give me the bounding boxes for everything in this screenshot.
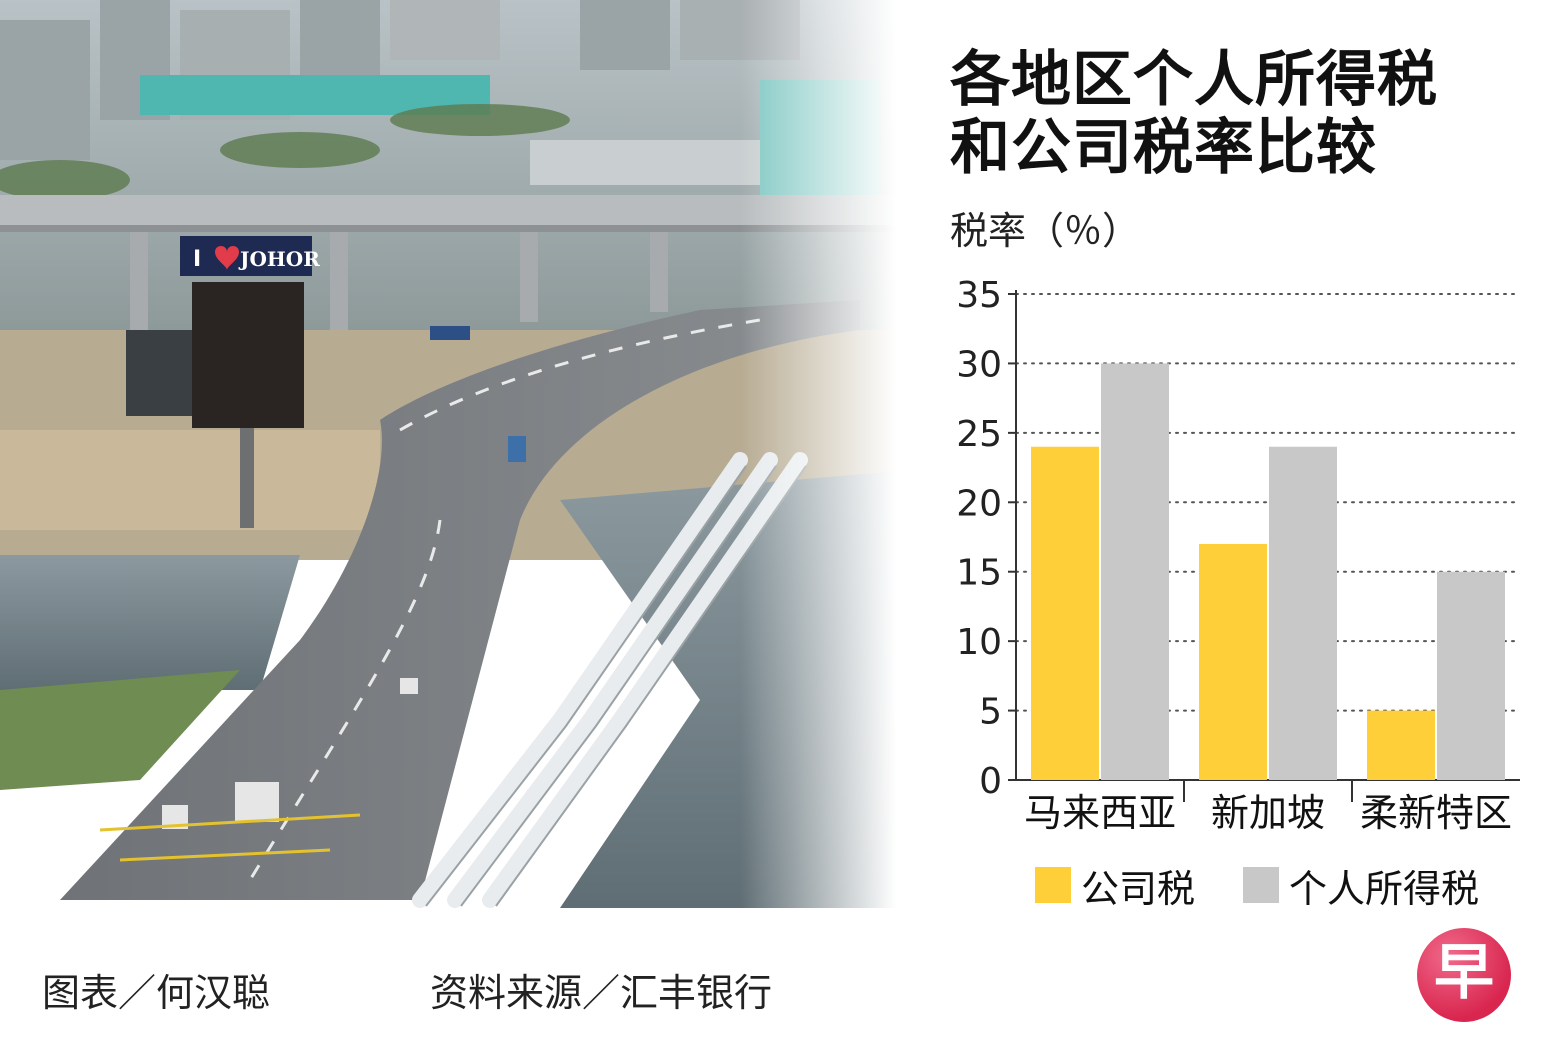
- bar-corporate: [1199, 543, 1267, 780]
- zaobao-logo: 早: [1417, 928, 1511, 1022]
- logo-character: 早: [1434, 938, 1494, 1008]
- svg-text:JOHOR: JOHOR: [238, 247, 320, 271]
- y-tick-label: 5: [979, 692, 1002, 733]
- source-credit: 资料来源／汇丰银行: [430, 971, 773, 1015]
- y-tick-label: 0: [979, 761, 1002, 802]
- x-category-label: 柔新特区: [1360, 791, 1512, 835]
- legend-swatch-corporate: [1035, 867, 1071, 903]
- legend-item-corporate: 公司税: [1035, 858, 1195, 913]
- y-tick-label: 20: [956, 483, 1002, 524]
- tax-rate-bar-chart: 0 5 10 15 20 25 30 35 马来西亚 新加坡 柔新特区: [940, 270, 1540, 850]
- bar-personal: [1101, 363, 1169, 780]
- legend-label-corporate: 公司税: [1081, 866, 1196, 911]
- bar-corporate: [1367, 710, 1435, 780]
- graphic-credit: 图表／何汉聪: [42, 971, 271, 1015]
- billboard: I JOHOR: [126, 236, 320, 528]
- x-category-label: 马来西亚: [1024, 791, 1176, 835]
- y-tick-label: 35: [956, 275, 1002, 316]
- bar-personal: [1437, 571, 1505, 780]
- chart-title-line-2: 和公司税率比较: [950, 113, 1377, 183]
- bar-corporate: [1031, 446, 1099, 780]
- chart-title-line-1: 各地区个人所得税: [950, 45, 1438, 115]
- legend-item-personal: 个人所得税: [1243, 858, 1479, 913]
- y-tick-label: 30: [956, 344, 1002, 385]
- legend-swatch-personal: [1243, 867, 1280, 903]
- legend-label-personal: 个人所得税: [1289, 866, 1480, 911]
- chart-svg: 0 5 10 15 20 25 30 35 马来西亚 新加坡 柔新特区: [956, 275, 1521, 835]
- y-tick-label: 10: [956, 622, 1002, 663]
- svg-text:I: I: [193, 247, 201, 272]
- photo-fade: [740, 0, 910, 908]
- x-category-label: 新加坡: [1211, 791, 1325, 835]
- chart-legend: 公司税 个人所得税: [1035, 862, 1527, 911]
- y-tick-label: 25: [956, 414, 1002, 455]
- y-tick-label: 15: [956, 553, 1002, 594]
- causeway-photo: I JOHOR: [0, 0, 910, 908]
- y-axis-unit-label: 税率（％）: [950, 209, 1141, 253]
- bar-personal: [1269, 446, 1337, 780]
